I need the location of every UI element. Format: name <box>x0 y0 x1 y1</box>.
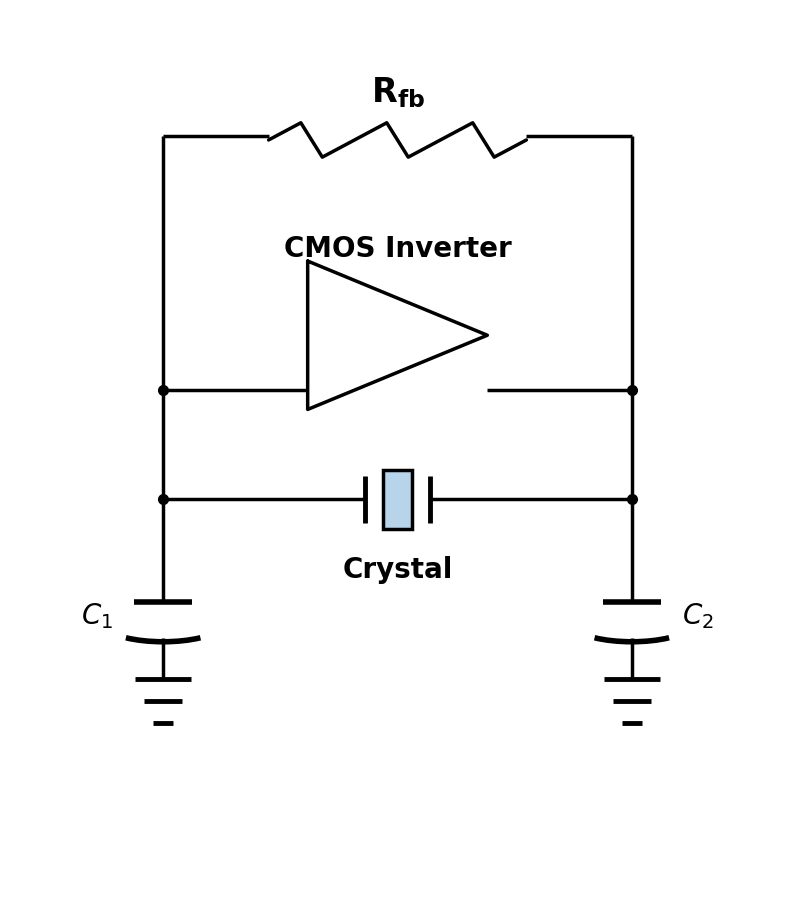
Bar <box>382 470 413 528</box>
Text: $C_1$: $C_1$ <box>81 602 113 631</box>
Text: $C_2$: $C_2$ <box>682 602 714 631</box>
Text: CMOS Inverter: CMOS Inverter <box>284 235 511 264</box>
Text: Crystal: Crystal <box>343 555 452 584</box>
Text: $\mathbf{R_{fb}}$: $\mathbf{R_{fb}}$ <box>370 75 425 110</box>
